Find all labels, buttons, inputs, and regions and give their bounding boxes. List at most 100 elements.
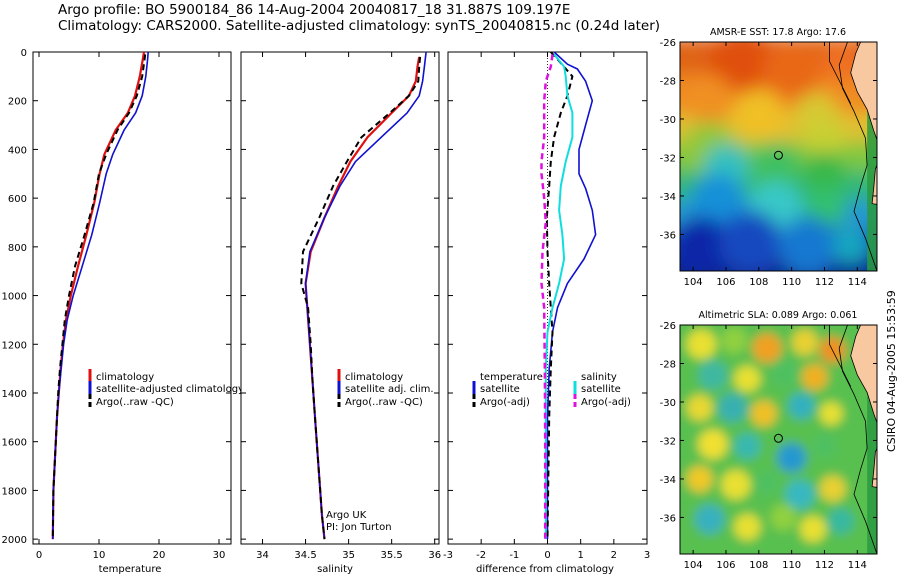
series-line-satellite-adj-clim- <box>304 51 427 540</box>
map-y-tick-label: -32 <box>660 436 676 447</box>
salinity-legend: climatology satellite adj. clim. Argo(..… <box>337 369 434 408</box>
difference-panel: -3 -2 -1 0 1 2 3 difference from climatology t… <box>443 51 650 575</box>
timestamp-stamp: CSIRO 04-Aug-2005 15:53:59 <box>885 290 898 452</box>
legend-temperature-heading: temperature <box>480 372 543 383</box>
field-blob <box>686 465 713 493</box>
series-line-argo-raw-qc- <box>51 54 147 540</box>
field-blob <box>732 88 786 142</box>
field-blob <box>680 216 731 271</box>
map-y-tick-label: -26 <box>660 321 676 332</box>
y-tick-label: 1000 <box>2 292 27 303</box>
sla-map-title: Altimetric SLA: 0.089 Argo: 0.061 <box>699 310 858 321</box>
field-blob <box>694 504 725 535</box>
map-y-tick-label: -28 <box>660 359 676 370</box>
field-blob <box>709 42 776 95</box>
x-tick-label: 30 <box>213 550 226 561</box>
argo-location-marker <box>773 150 783 160</box>
difference-legend-temperature: temperature satellite Argo(-adj) <box>472 372 543 408</box>
sla-map-panel: Altimetric SLA: 0.089 Argo: 0.061 104 106… <box>660 310 878 571</box>
isobath-line <box>838 325 877 554</box>
temperature-series <box>51 51 149 540</box>
temperature-axes-frame <box>32 51 232 545</box>
salinity-series <box>300 51 427 540</box>
x-tick-label: 36 <box>428 550 441 561</box>
isobath-line <box>829 325 852 387</box>
sst-coastline <box>829 42 877 271</box>
salinity-panel: 34 34.5 35 35.5 36 salinity climatology sate… <box>240 51 441 575</box>
map-y-tick-label: -30 <box>660 115 676 126</box>
map-x-tick-label: 110 <box>782 560 801 571</box>
title-line-2: Climatology: CARS2000. Satellite-adjuste… <box>58 18 661 34</box>
map-x-tick-label: 110 <box>782 277 801 288</box>
legend-label-climatology: climatology <box>96 372 154 383</box>
isobath-line <box>838 42 877 271</box>
temperature-panel: 0 10 20 30 0 200 400 600 800 1000 1200 1400 1600 1800… <box>2 48 244 575</box>
y-tick-label: 0 <box>21 48 27 59</box>
salinity-ticks: 34 34.5 35 35.5 36 <box>241 51 441 561</box>
legend-temp-satellite: satellite <box>480 384 520 395</box>
map-x-tick-label: 114 <box>848 277 867 288</box>
sla-coastline <box>829 325 877 554</box>
series-line-temperature-satellite <box>546 51 597 540</box>
map-x-tick-label: 104 <box>684 560 703 571</box>
y-tick-label: 200 <box>8 97 27 108</box>
x-tick-label: 0 <box>544 550 550 561</box>
map-x-tick-label: 108 <box>749 277 768 288</box>
field-blob <box>734 365 761 393</box>
x-tick-label: 20 <box>153 550 166 561</box>
field-blob <box>686 394 713 421</box>
y-tick-label: 800 <box>8 243 27 254</box>
field-blob <box>698 360 728 390</box>
field-blob <box>791 329 818 356</box>
x-tick-label: 3 <box>644 550 650 561</box>
field-blob <box>785 479 815 510</box>
y-tick-label: 2000 <box>2 535 27 546</box>
difference-ticks: -3 -2 -1 0 1 2 3 <box>443 51 650 561</box>
field-blob <box>776 443 807 473</box>
map-x-tick-label: 112 <box>815 277 834 288</box>
y-tick-label: 1600 <box>2 438 27 449</box>
field-blob <box>721 327 748 354</box>
y-tick-label: 400 <box>8 145 27 156</box>
legend-label-argo: Argo(..raw -QC) <box>345 397 423 408</box>
field-blob <box>819 475 846 502</box>
field-blob <box>762 42 822 101</box>
series-line-temperature-argo-adj- <box>545 51 574 540</box>
map-y-tick-label: -28 <box>660 76 676 87</box>
field-blob <box>803 151 846 195</box>
field-blob <box>811 433 838 460</box>
field-blob <box>801 363 828 391</box>
legend-label-argo: Argo(..raw -QC) <box>96 397 174 408</box>
field-blob <box>698 429 728 460</box>
legend-temp-argo: Argo(-adj) <box>480 397 530 408</box>
shelf-region <box>867 42 877 271</box>
field-blob <box>750 400 777 427</box>
sst-map-panel: AMSR-E SST: 17.8 Argo: 17.6 104 106 108 110… <box>660 27 878 288</box>
sst-map-ticks: 104 106 108 110 112 114 -26 -28 -30 -32 -34 -36 <box>660 38 877 288</box>
map-y-tick-label: -36 <box>660 513 676 524</box>
y-tick-label: 1400 <box>2 389 27 400</box>
x-tick-label: 1 <box>577 550 583 561</box>
sla-map-frame <box>679 324 878 555</box>
field-blob <box>684 75 735 125</box>
x-tick-label: 2 <box>611 550 617 561</box>
x-tick-label: 35.5 <box>381 550 403 561</box>
series-line-salinity-argo-adj- <box>540 54 554 540</box>
legend-label-climatology: climatology <box>345 372 403 383</box>
temperature-xlabel: temperature <box>99 564 162 575</box>
sst-map-frame <box>679 41 878 272</box>
field-blob <box>721 469 751 500</box>
field-blob <box>804 118 845 158</box>
difference-series <box>540 51 597 540</box>
map-y-tick-label: -36 <box>660 230 676 241</box>
x-tick-label: -1 <box>509 550 519 561</box>
field-blob <box>734 433 761 460</box>
annotation-argo-uk: Argo UK <box>326 510 367 521</box>
argo-location-marker <box>773 433 783 443</box>
sst-field <box>680 42 877 271</box>
x-tick-label: 34 <box>256 550 269 561</box>
sst-map-title: AMSR-E SST: 17.8 Argo: 17.6 <box>710 27 846 38</box>
x-tick-label: 34.5 <box>294 550 316 561</box>
difference-xlabel: difference from climatology <box>476 564 614 575</box>
field-blob <box>753 469 781 496</box>
